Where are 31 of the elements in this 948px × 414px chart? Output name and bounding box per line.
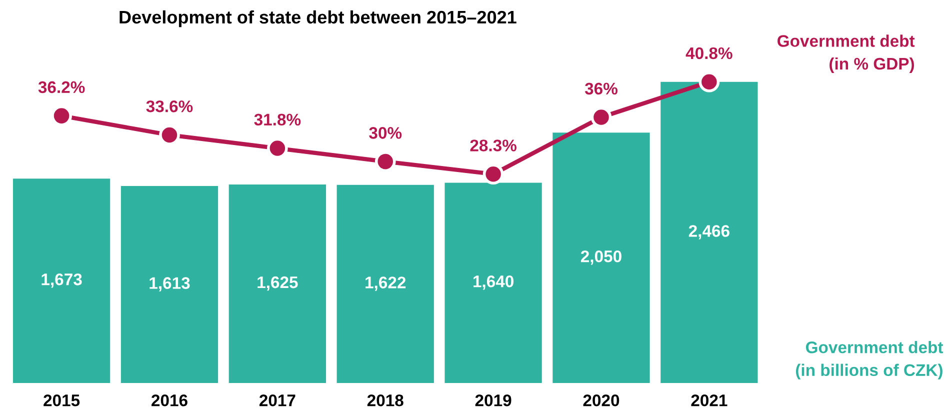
bar <box>12 178 110 383</box>
x-tick-label: 2015 <box>44 394 80 406</box>
data-label: 1,613 <box>150 277 190 292</box>
bar <box>552 132 650 383</box>
x-tick-label: 2021 <box>691 394 728 406</box>
x-tick-label: 2019 <box>475 394 512 406</box>
bar <box>336 184 434 383</box>
text: Government debt (in % GDP) <box>778 34 915 73</box>
data-label: 31.8% <box>254 114 301 126</box>
data-label: 1,673 <box>42 273 82 288</box>
x-tick-label: 2018 <box>367 394 404 406</box>
data-label: 1,622 <box>366 276 406 291</box>
x-tick-label: 2017 <box>259 394 296 406</box>
data-label: 1,640 <box>473 276 514 290</box>
data-label: 2,466 <box>688 225 730 240</box>
data-label: 36% <box>584 82 618 95</box>
bar <box>660 82 758 383</box>
bar <box>228 184 326 383</box>
data-label: 1,625 <box>258 276 298 291</box>
x-tick-label: 2016 <box>152 394 188 406</box>
text: Government debt (in billions of CZK) <box>796 341 944 380</box>
bar <box>120 186 218 383</box>
data-label: 40.8% <box>686 47 732 60</box>
chart-title: Development of state debt between 2015–2021 <box>120 10 516 28</box>
data-label: 33.6% <box>146 100 193 112</box>
data-label: 28.3% <box>470 140 516 152</box>
data-label: 2,050 <box>580 250 622 265</box>
data-label: 30% <box>369 127 402 139</box>
data-label: 36.2% <box>38 81 85 94</box>
x-tick-label: 2020 <box>583 394 620 406</box>
bar <box>444 182 542 383</box>
